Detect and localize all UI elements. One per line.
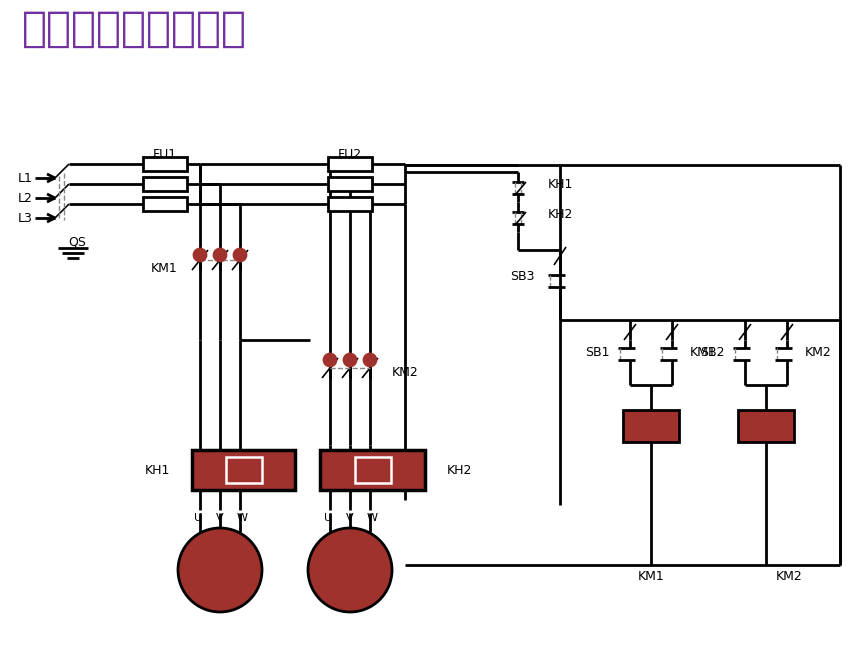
Bar [328,177,372,191]
Text: KM2: KM2 [805,346,832,359]
Bar [328,157,372,171]
Text: KH2: KH2 [548,208,574,221]
Circle shape [308,528,392,612]
Bar [354,457,390,483]
Text: U: U [324,513,332,523]
Text: U: U [194,513,202,523]
Bar [143,197,187,211]
Text: KH1: KH1 [548,177,574,190]
Bar [143,157,187,171]
Text: W: W [366,513,378,523]
Bar [738,410,794,442]
Text: 3～: 3～ [342,573,358,586]
Text: SB3: SB3 [511,270,535,284]
Bar [320,450,425,490]
Text: W: W [237,513,248,523]
Text: 3～: 3～ [212,573,228,586]
Text: L1: L1 [18,172,33,184]
Text: V: V [347,513,353,523]
Text: FU2: FU2 [338,148,362,161]
Bar [328,197,372,211]
Text: L3: L3 [18,212,33,224]
Text: KM2: KM2 [392,366,419,379]
Bar [225,457,261,483]
Text: KM1: KM1 [690,346,716,359]
Text: QS: QS [68,235,86,248]
Text: KM1: KM1 [151,261,178,275]
Circle shape [344,354,356,366]
Text: KM1: KM1 [637,570,665,584]
Text: SB2: SB2 [701,346,725,359]
Text: KH2: KH2 [447,464,472,477]
Bar [623,410,679,442]
Text: KH1: KH1 [144,464,170,477]
Circle shape [364,354,376,366]
Text: L2: L2 [18,192,33,204]
Bar [143,177,187,191]
Text: KM2: KM2 [776,570,802,584]
Circle shape [324,354,336,366]
Circle shape [178,528,262,612]
Text: M2: M2 [337,557,363,571]
Circle shape [194,249,206,261]
Text: M1: M1 [207,557,233,571]
Circle shape [234,249,246,261]
Circle shape [214,249,226,261]
Bar [192,450,295,490]
Text: SB1: SB1 [586,346,610,359]
Text: FU1: FU1 [153,148,177,161]
Text: V: V [216,513,224,523]
Text: 二、主电路实现顺序: 二、主电路实现顺序 [22,8,247,50]
